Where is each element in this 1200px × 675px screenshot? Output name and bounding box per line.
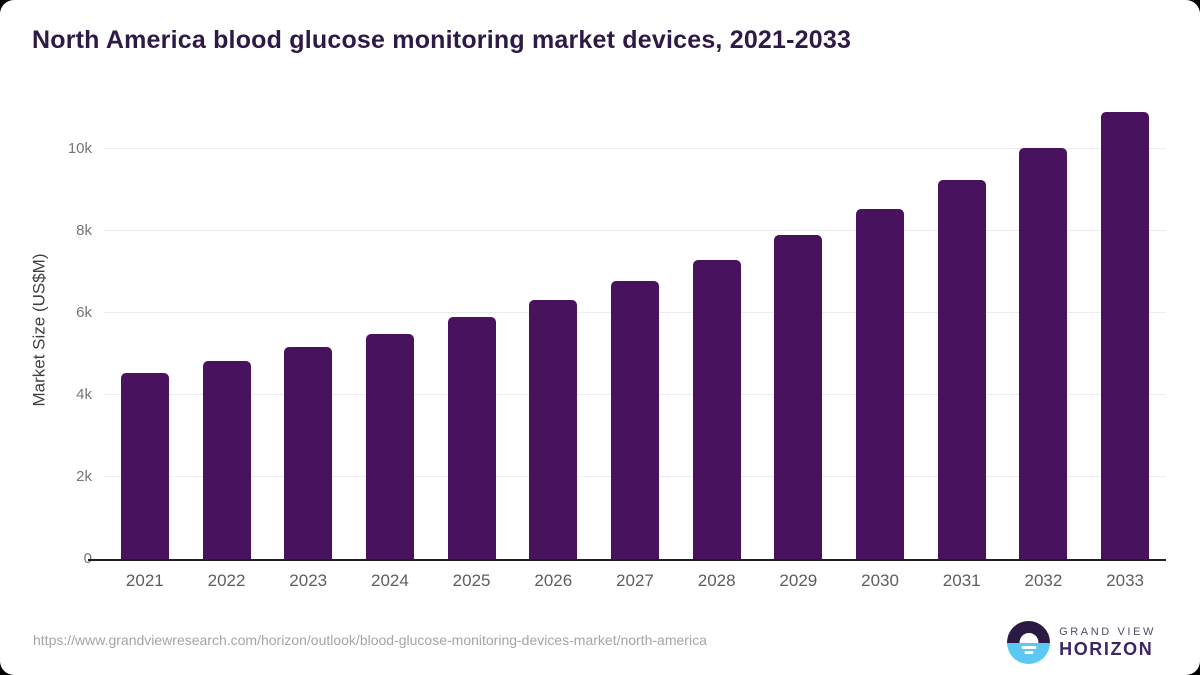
y-tick-8k: 8k	[76, 222, 92, 240]
y-tick-0: 0	[84, 550, 92, 568]
bar-2022	[202, 361, 251, 559]
bar-2025	[447, 317, 496, 559]
x-label-2031: 2031	[942, 571, 981, 590]
bar-2024	[365, 333, 414, 559]
horizon-sun-icon	[1007, 621, 1051, 664]
logo-ripple-shape	[1021, 645, 1037, 649]
logo-grand-view-text: GRAND VIEW	[1059, 625, 1156, 638]
y-tick-6k: 6k	[76, 304, 92, 322]
gridline-8k	[104, 230, 1166, 232]
plot-area	[88, 100, 1166, 561]
bar-slot-2031	[921, 100, 1003, 559]
bar-2027	[610, 281, 659, 559]
bar-slot-2023	[267, 100, 349, 559]
logo-sun-shape	[1019, 632, 1039, 643]
bar-2023	[284, 347, 333, 559]
x-label-2029: 2029	[779, 571, 818, 590]
logo-ripple-shape	[1024, 651, 1034, 655]
gridline-10k	[104, 148, 1166, 150]
logo-sky-half	[1007, 621, 1051, 643]
bar-2028	[692, 259, 741, 559]
grand-view-horizon-logo: GRAND VIEW HORIZON	[1007, 621, 1156, 664]
bar-slot-2025	[431, 100, 513, 559]
bar-2021	[120, 372, 169, 559]
bar-slot-2033	[1084, 100, 1166, 559]
bar-series	[104, 100, 1166, 559]
x-label-2022: 2022	[207, 571, 246, 590]
source-url: https://www.grandviewresearch.com/horizo…	[33, 632, 707, 648]
y-axis-ticks: 0 2k 4k 6k 8k 10k	[32, 100, 92, 567]
x-label-2021: 2021	[125, 571, 164, 590]
x-label-2025: 2025	[452, 571, 491, 590]
x-label-2028: 2028	[697, 571, 736, 590]
y-tick-2k: 2k	[76, 468, 92, 486]
y-tick-4k: 4k	[76, 386, 92, 404]
bar-slot-2024	[349, 100, 431, 559]
bar-slot-2026	[512, 100, 594, 559]
bar-2026	[529, 300, 578, 559]
bar-2031	[937, 179, 986, 559]
bar-slot-2029	[758, 100, 840, 559]
bar-slot-2022	[186, 100, 268, 559]
bar-2030	[856, 208, 905, 559]
bar-2029	[774, 235, 823, 559]
bar-slot-2021	[104, 100, 186, 559]
bar-slot-2028	[676, 100, 758, 559]
x-label-2033: 2033	[1106, 571, 1144, 590]
x-label-2027: 2027	[616, 571, 654, 590]
x-axis-labels: 2021 2022 2023 2024 2025 2026 2027 2028 2029 2030…	[104, 571, 1166, 591]
x-label-2023: 2023	[289, 571, 328, 590]
x-label-2030: 2030	[861, 571, 899, 590]
x-label-2024: 2024	[370, 571, 409, 590]
logo-horizon-text: HORIZON	[1059, 638, 1154, 659]
bar-2032	[1019, 147, 1068, 559]
logo-wordmark: GRAND VIEW HORIZON	[1059, 626, 1156, 660]
x-axis-line	[88, 559, 1166, 561]
x-label-2032: 2032	[1024, 571, 1063, 590]
bar-2033	[1101, 112, 1150, 559]
bar-slot-2027	[594, 100, 676, 559]
x-label-2026: 2026	[534, 571, 573, 590]
bar-slot-2030	[839, 100, 921, 559]
chart-title: North America blood glucose monitoring m…	[32, 26, 852, 54]
y-tick-10k: 10k	[67, 140, 92, 158]
bar-slot-2032	[1003, 100, 1085, 559]
